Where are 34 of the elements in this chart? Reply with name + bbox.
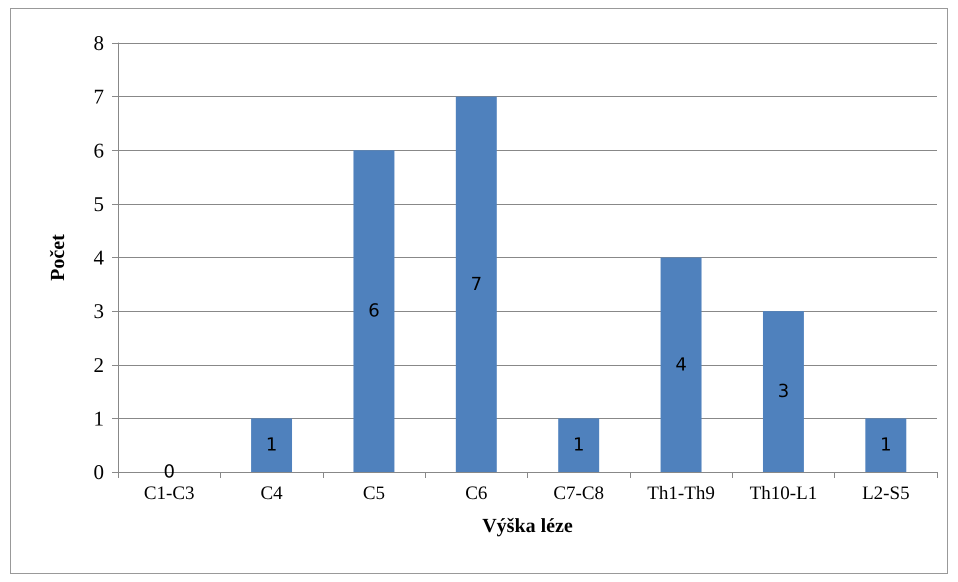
y-tick-label: 8 [94, 31, 104, 55]
data-label: 0 [163, 462, 175, 482]
x-tick-label: Th1-Th9 [647, 483, 715, 504]
y-tick-label: 5 [94, 192, 104, 216]
data-label: 6 [368, 300, 380, 322]
data-label: 7 [470, 274, 482, 295]
bar [251, 418, 292, 472]
data-label: 1 [880, 434, 892, 456]
y-tick-label: 0 [94, 460, 104, 484]
x-tick-label: C4 [260, 483, 284, 504]
data-label: 1 [266, 434, 278, 456]
y-tick-label: 4 [94, 246, 104, 270]
bar [865, 418, 906, 472]
x-tick-label: Th10-L1 [750, 483, 818, 504]
y-tick-label: 2 [94, 352, 104, 377]
y-tick-label: 1 [94, 406, 104, 430]
x-axis-title: Výška léze [482, 515, 573, 537]
data-label: 4 [675, 354, 687, 376]
x-tick-label: C1-C3 [144, 483, 195, 504]
bar [353, 150, 394, 472]
x-tick-label: C5 [362, 483, 386, 504]
y-axis-title: Počet [47, 234, 69, 281]
y-tick-label: 6 [94, 138, 104, 162]
x-tick-label: L2-S5 [862, 483, 910, 504]
data-label: 3 [778, 381, 790, 402]
bar [660, 258, 702, 472]
bar [558, 418, 600, 472]
y-tick-label: 3 [94, 299, 104, 324]
bar [456, 96, 497, 472]
data-label: 1 [572, 434, 584, 456]
bar [762, 311, 804, 472]
x-tick-label: C6 [465, 483, 488, 504]
y-tick-label: 7 [94, 84, 104, 109]
x-tick-label: C7-C8 [553, 483, 604, 504]
